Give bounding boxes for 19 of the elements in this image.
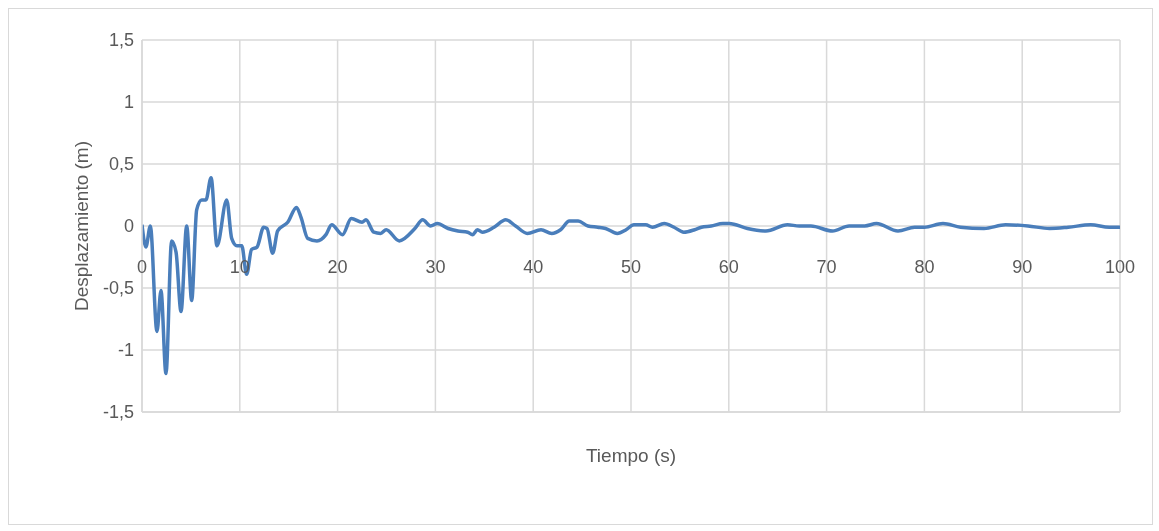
y-tick-label: -1 xyxy=(117,340,134,361)
y-tick-label: -0,5 xyxy=(102,278,134,299)
y-tick-label: 0,5 xyxy=(108,154,134,175)
x-tick-label: 0 xyxy=(136,257,148,277)
y-tick-label: 1,5 xyxy=(108,30,134,51)
y-tick-label: -1,5 xyxy=(102,402,134,423)
x-tick-label: 70 xyxy=(816,257,837,277)
x-axis-title: Tiempo (s) xyxy=(585,445,677,466)
x-tick-label: 60 xyxy=(718,257,739,277)
x-tick-label: 90 xyxy=(1012,257,1033,277)
x-tick-label: 100 xyxy=(1104,257,1136,277)
x-tick-label: 50 xyxy=(620,257,642,277)
y-axis-title: Desplazamiento (m) xyxy=(70,141,92,311)
y-tick-label: 0 xyxy=(123,216,134,237)
x-tick-label: 80 xyxy=(914,257,935,277)
x-tick-label: 20 xyxy=(327,257,348,277)
x-tick-label: 40 xyxy=(523,257,544,277)
x-tick-label: 30 xyxy=(425,257,446,277)
y-tick-label: 1 xyxy=(123,92,134,113)
